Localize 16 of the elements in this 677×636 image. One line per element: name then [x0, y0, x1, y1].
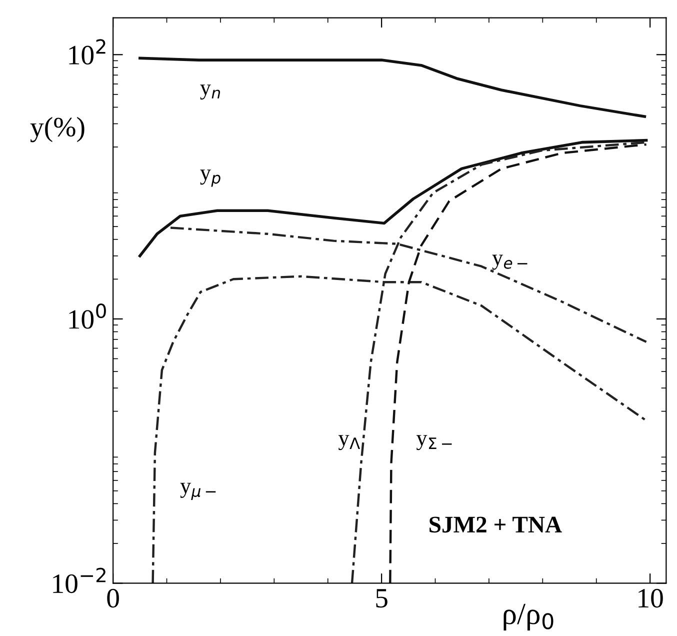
annotation: y$_{e−}$ [492, 254, 528, 270]
x-axis-title: ρ/ρ$_{0}$ [504, 604, 554, 630]
annotation: y$_{Λ}$ [338, 435, 360, 450]
line-series [138, 56, 646, 118]
annotation: y$_{μ−}$ [180, 482, 216, 500]
y-tick-label: 10$^{2}$ [69, 39, 106, 65]
annotation: y$_{Σ−}$ [416, 435, 452, 450]
annotation: y$_{p}$ [200, 170, 220, 187]
x-tick-label: 10 [638, 588, 663, 608]
x-tick-label: 5 [376, 589, 388, 608]
y-tick-label: 10$^{−2}$ [53, 568, 106, 594]
annotation: y$_{n}$ [200, 84, 220, 100]
x-tick-label: 0 [107, 588, 119, 608]
y-tick-label: 10$^{0}$ [69, 303, 106, 329]
y-axis-title: y(%) [30, 116, 84, 142]
annotation: SJM2 + TNA [430, 516, 562, 533]
